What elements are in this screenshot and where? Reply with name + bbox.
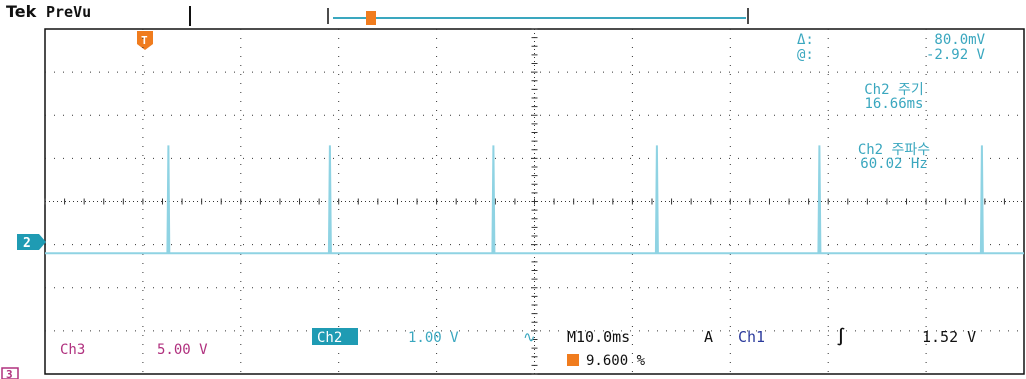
- ch2-label: Ch2: [317, 330, 342, 346]
- trigger-mode: A: [704, 328, 713, 346]
- ch3-label: Ch3: [60, 342, 85, 358]
- timebase: M10.0ms: [567, 328, 630, 346]
- trigger-position-value: 9.600 %: [586, 353, 646, 369]
- delta-label: Δ:: [797, 32, 814, 48]
- period-measurement: Ch2 주기 16.66ms: [864, 82, 923, 112]
- ch2-badge[interactable]: Ch2: [312, 328, 358, 346]
- at-value: -2.92 V: [926, 47, 986, 63]
- svg-text:3: 3: [6, 368, 13, 379]
- ch3-ground-marker[interactable]: 3: [1, 367, 19, 379]
- trigger-slope-icon: ∫: [836, 327, 846, 346]
- trigger-position-readout: 9.600 %: [567, 353, 646, 369]
- brand-logo: Tek: [6, 2, 37, 21]
- period-value: 16.66ms: [864, 96, 923, 112]
- trigger-position-marker[interactable]: T: [137, 31, 153, 50]
- ch3-scale: 5.00 V: [157, 342, 208, 358]
- ch2-ground-marker[interactable]: 2: [17, 234, 46, 251]
- period-label: Ch2 주기: [864, 82, 923, 98]
- frequency-measurement: Ch2 주파수 60.02 Hz: [858, 142, 930, 172]
- trigger-icon: [567, 354, 579, 366]
- ch2-waveform: [45, 145, 1024, 255]
- trigger-level: 1.52 V: [922, 328, 976, 346]
- trigger-source: Ch1: [738, 328, 765, 346]
- svg-text:T: T: [141, 34, 148, 47]
- delta-value: 80.0mV: [934, 32, 985, 48]
- acquisition-mode: PreVu: [46, 3, 91, 21]
- frequency-label: Ch2 주파수: [858, 142, 930, 158]
- cursor-readout: Δ: 80.0mV @: -2.92 V: [797, 32, 986, 63]
- record-position-bar[interactable]: [327, 8, 749, 25]
- svg-text:2: 2: [23, 236, 31, 251]
- graticule: [44, 28, 1025, 375]
- ch2-coupling-icon: ∿: [523, 328, 536, 346]
- ch2-scale: 1.00 V: [408, 330, 459, 346]
- record-window-marker: [366, 11, 376, 25]
- at-label: @:: [797, 47, 814, 63]
- frequency-value: 60.02 Hz: [860, 156, 927, 172]
